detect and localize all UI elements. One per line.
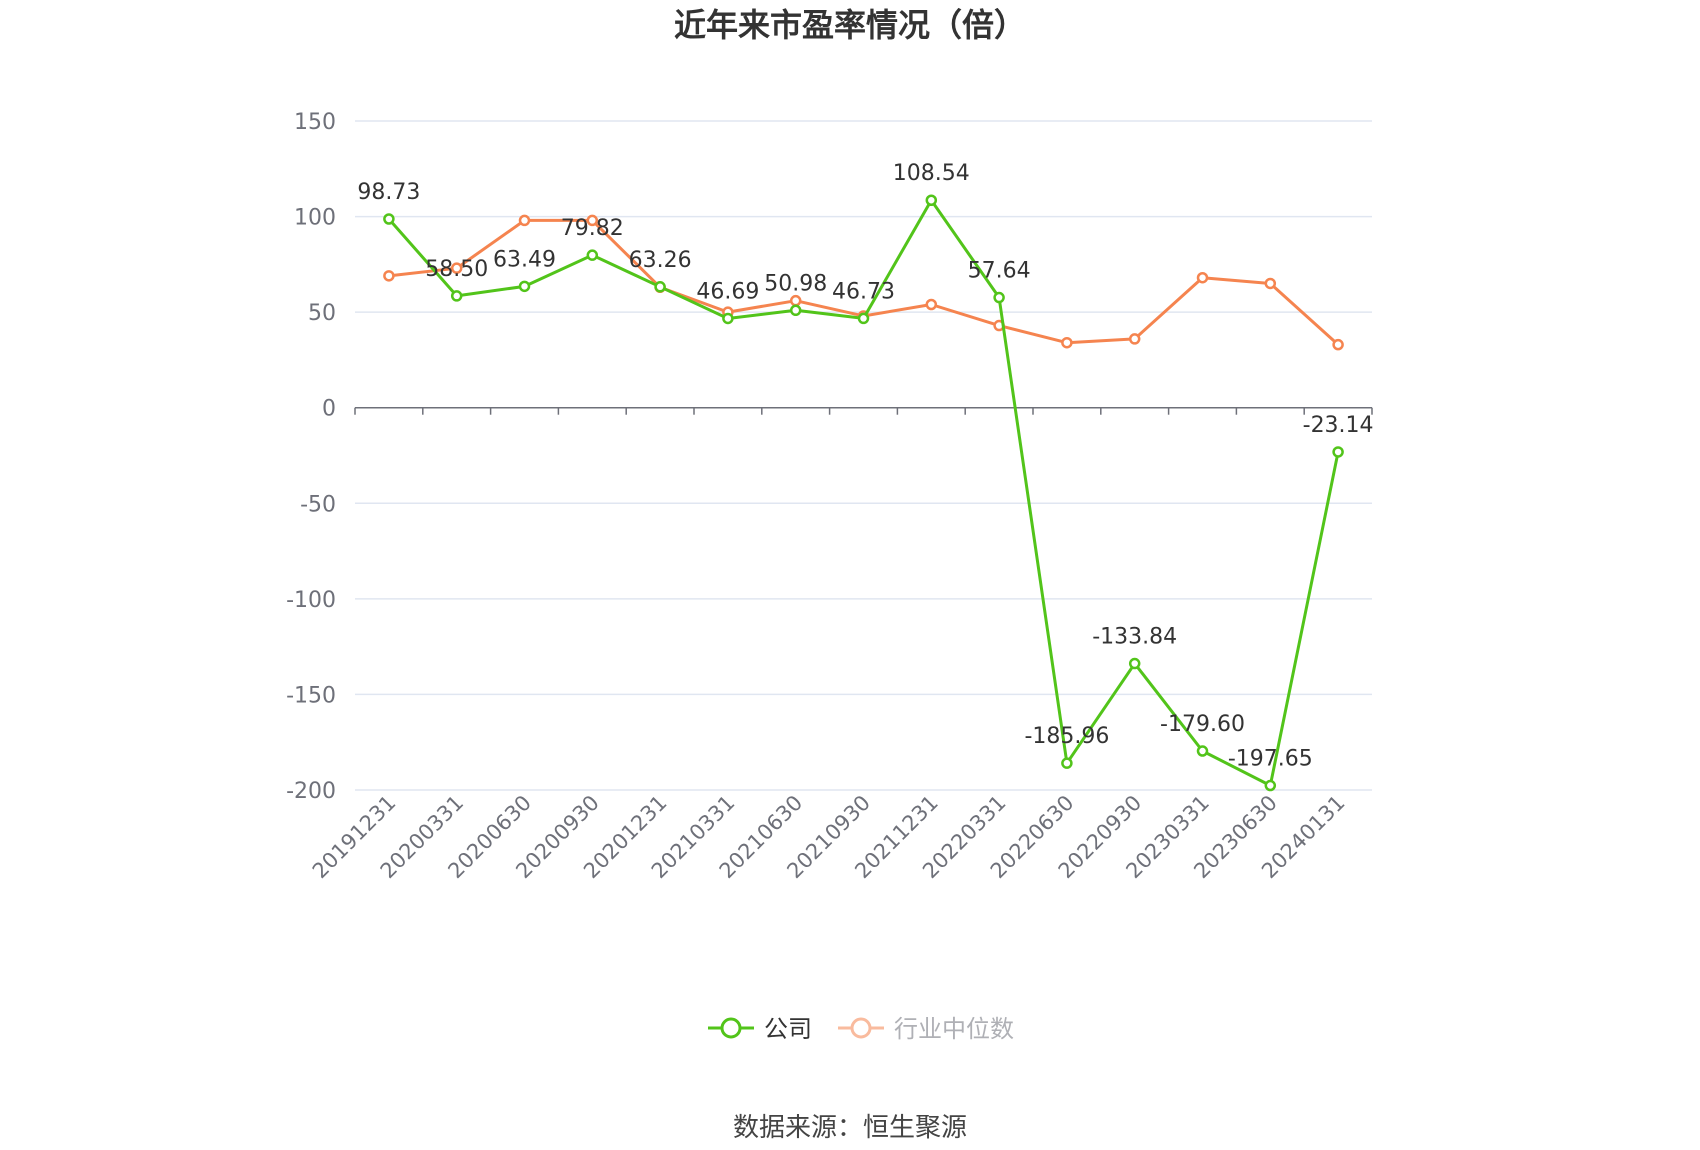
data-label: 98.73 xyxy=(357,180,420,205)
series-point xyxy=(450,290,463,302)
grid-lines xyxy=(355,120,1372,791)
series-point xyxy=(586,214,599,227)
legend-marker xyxy=(850,1017,872,1039)
data-label: 58.50 xyxy=(425,257,488,282)
y-tick-label: 0 xyxy=(322,397,336,422)
series-point xyxy=(1264,779,1277,792)
data-label: 63.26 xyxy=(629,248,692,273)
data-label: 108.54 xyxy=(893,161,970,186)
x-axis: 2019123120200331202006302020093020201231… xyxy=(308,406,1373,883)
legend-item[interactable]: 行业中位数 xyxy=(838,1015,1014,1043)
series-point xyxy=(1264,277,1277,290)
series-point xyxy=(857,312,870,325)
series-point xyxy=(654,281,666,293)
series-point xyxy=(518,280,531,293)
y-tick-label: 50 xyxy=(308,301,336,326)
data-label: 57.64 xyxy=(968,259,1031,284)
series-point xyxy=(789,294,802,307)
data-label: -179.60 xyxy=(1160,712,1245,737)
series-point xyxy=(586,249,599,261)
legend[interactable]: 公司 行业中位数 xyxy=(708,1015,1014,1043)
series-point xyxy=(925,298,938,311)
data-label: -185.96 xyxy=(1024,724,1109,749)
legend-item[interactable]: 公司 xyxy=(708,1015,812,1043)
series-point xyxy=(1332,338,1344,351)
data-label: -133.84 xyxy=(1092,625,1177,650)
y-axis: 150 100 50 0 -50 -100 -150 -200 xyxy=(286,110,336,804)
series-point xyxy=(1196,271,1209,284)
data-label: 46.73 xyxy=(832,279,895,304)
chart-title: 近年来市盈率情况（倍） xyxy=(674,6,1026,44)
series-point xyxy=(993,291,1005,304)
y-tick-label: 100 xyxy=(294,206,336,231)
series-point xyxy=(383,213,395,225)
source-note: 数据来源：恒生聚源 xyxy=(733,1113,967,1143)
legend-label: 公司 xyxy=(764,1015,812,1043)
series-point xyxy=(518,214,531,227)
series-point xyxy=(1128,657,1141,670)
y-tick-label: -50 xyxy=(300,492,336,517)
series-point xyxy=(1128,333,1141,345)
data-label: 46.69 xyxy=(696,279,759,304)
legend-label: 行业中位数 xyxy=(894,1015,1014,1043)
series-point xyxy=(1061,336,1073,349)
data-label: -23.14 xyxy=(1303,413,1374,438)
series-point xyxy=(789,304,802,317)
y-tick-label: -200 xyxy=(286,779,336,804)
series-point xyxy=(383,270,395,282)
series-layer xyxy=(383,194,1344,792)
y-tick-label: -150 xyxy=(286,683,336,708)
series-point xyxy=(450,262,463,274)
legend-marker xyxy=(720,1017,742,1039)
series-point xyxy=(1332,446,1344,458)
data-label: 50.98 xyxy=(764,271,827,296)
data-label: 79.82 xyxy=(561,216,624,241)
y-tick-label: 150 xyxy=(294,110,336,135)
series-point xyxy=(1061,757,1073,769)
series-point xyxy=(1196,745,1209,757)
data-label: 63.49 xyxy=(493,247,556,272)
data-label: -197.65 xyxy=(1228,747,1313,772)
series-point xyxy=(925,194,938,206)
y-tick-label: -100 xyxy=(286,588,336,613)
series-point xyxy=(722,312,734,325)
